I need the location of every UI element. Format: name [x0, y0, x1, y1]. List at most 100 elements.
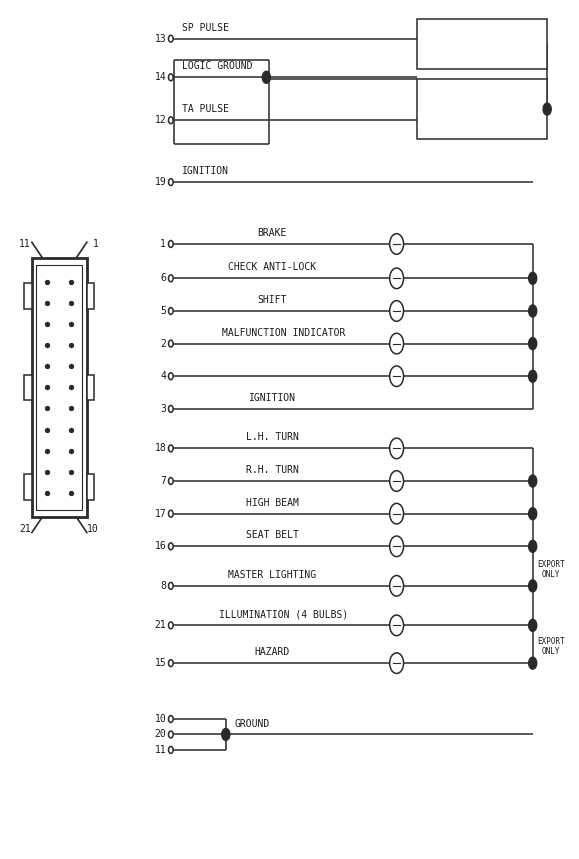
Circle shape — [168, 373, 173, 380]
Circle shape — [168, 275, 173, 282]
Text: IGNITION: IGNITION — [248, 393, 296, 403]
Circle shape — [529, 272, 537, 284]
Circle shape — [168, 445, 173, 452]
Text: 3: 3 — [160, 404, 166, 414]
Circle shape — [390, 366, 404, 387]
Text: TA PULSE: TA PULSE — [182, 104, 229, 114]
FancyBboxPatch shape — [24, 375, 32, 400]
Text: MALFUNCTION INDICATOR: MALFUNCTION INDICATOR — [222, 327, 346, 338]
Circle shape — [390, 333, 404, 354]
Text: LOGIC GROUND: LOGIC GROUND — [182, 61, 253, 71]
Text: R.H. TURN: R.H. TURN — [245, 465, 299, 475]
FancyBboxPatch shape — [417, 19, 547, 69]
FancyBboxPatch shape — [87, 283, 94, 309]
Text: 8: 8 — [160, 581, 166, 591]
Text: HIGH BEAM: HIGH BEAM — [245, 497, 299, 508]
Text: 11: 11 — [19, 239, 31, 249]
Text: 17: 17 — [155, 509, 166, 519]
FancyBboxPatch shape — [87, 474, 94, 500]
Circle shape — [529, 305, 537, 317]
Circle shape — [529, 580, 537, 592]
Text: 15: 15 — [155, 658, 166, 668]
Circle shape — [168, 582, 173, 589]
Text: 12: 12 — [155, 115, 166, 125]
Text: SP PULSE: SP PULSE — [182, 22, 229, 33]
Circle shape — [529, 338, 537, 350]
Text: 2: 2 — [160, 338, 166, 349]
Text: MASTER LIGHTING: MASTER LIGHTING — [228, 570, 316, 580]
Circle shape — [390, 438, 404, 459]
FancyBboxPatch shape — [32, 258, 87, 517]
FancyBboxPatch shape — [417, 79, 547, 139]
Circle shape — [529, 508, 537, 520]
Text: 21: 21 — [155, 620, 166, 631]
Circle shape — [168, 179, 173, 186]
Text: BRAKE: BRAKE — [258, 228, 287, 238]
Text: 19: 19 — [155, 177, 166, 187]
Circle shape — [529, 370, 537, 382]
Circle shape — [390, 471, 404, 491]
Circle shape — [543, 103, 551, 115]
Text: ELECTRONIC
SPEEDOMETER: ELECTRONIC SPEEDOMETER — [452, 34, 512, 54]
Circle shape — [168, 510, 173, 517]
Circle shape — [222, 728, 230, 740]
Circle shape — [168, 478, 173, 484]
Circle shape — [529, 540, 537, 552]
Text: SEAT BELT: SEAT BELT — [245, 530, 299, 540]
Circle shape — [390, 503, 404, 524]
Text: 1: 1 — [160, 239, 166, 249]
Circle shape — [390, 653, 404, 673]
Text: L.H. TURN: L.H. TURN — [245, 432, 299, 442]
Text: ELECTRONIC
TACHOMETER: ELECTRONIC TACHOMETER — [455, 99, 509, 119]
FancyBboxPatch shape — [87, 375, 94, 400]
Text: IGNITION: IGNITION — [182, 166, 229, 176]
Text: GROUND: GROUND — [234, 719, 270, 729]
Text: 21: 21 — [19, 524, 31, 534]
Circle shape — [168, 117, 173, 124]
Circle shape — [168, 35, 173, 42]
Text: 18: 18 — [155, 443, 166, 454]
Text: EXPORT
ONLY: EXPORT ONLY — [537, 559, 565, 579]
Text: ILLUMINATION (4 BULBS): ILLUMINATION (4 BULBS) — [219, 609, 349, 619]
Circle shape — [168, 746, 173, 753]
Circle shape — [168, 405, 173, 412]
Circle shape — [168, 308, 173, 314]
Text: HAZARD: HAZARD — [255, 647, 290, 657]
Text: 14: 14 — [155, 72, 166, 82]
Text: 6: 6 — [160, 273, 166, 283]
Text: CHECK ANTI-LOCK: CHECK ANTI-LOCK — [228, 262, 316, 272]
Circle shape — [529, 657, 537, 669]
Text: 16: 16 — [155, 541, 166, 551]
Circle shape — [390, 615, 404, 636]
FancyBboxPatch shape — [24, 283, 32, 309]
Circle shape — [390, 576, 404, 596]
Circle shape — [168, 543, 173, 550]
Text: 13: 13 — [155, 34, 166, 44]
Circle shape — [390, 536, 404, 557]
Circle shape — [390, 301, 404, 321]
Text: 11: 11 — [155, 745, 166, 755]
Text: 1: 1 — [93, 239, 98, 249]
Circle shape — [168, 660, 173, 667]
Circle shape — [390, 268, 404, 289]
Text: 10: 10 — [155, 714, 166, 724]
Circle shape — [168, 731, 173, 738]
Text: 4: 4 — [160, 371, 166, 381]
Circle shape — [262, 71, 270, 83]
Text: EXPORT
ONLY: EXPORT ONLY — [537, 637, 565, 656]
Circle shape — [390, 234, 404, 254]
Text: SHIFT: SHIFT — [258, 295, 287, 305]
Text: 20: 20 — [155, 729, 166, 740]
Text: 7: 7 — [160, 476, 166, 486]
Text: 10: 10 — [87, 524, 98, 534]
FancyBboxPatch shape — [36, 265, 82, 510]
FancyBboxPatch shape — [24, 474, 32, 500]
Circle shape — [529, 475, 537, 487]
Circle shape — [168, 241, 173, 247]
Circle shape — [168, 716, 173, 722]
Circle shape — [529, 619, 537, 631]
Text: 5: 5 — [160, 306, 166, 316]
Circle shape — [168, 340, 173, 347]
Circle shape — [168, 622, 173, 629]
Circle shape — [168, 74, 173, 81]
